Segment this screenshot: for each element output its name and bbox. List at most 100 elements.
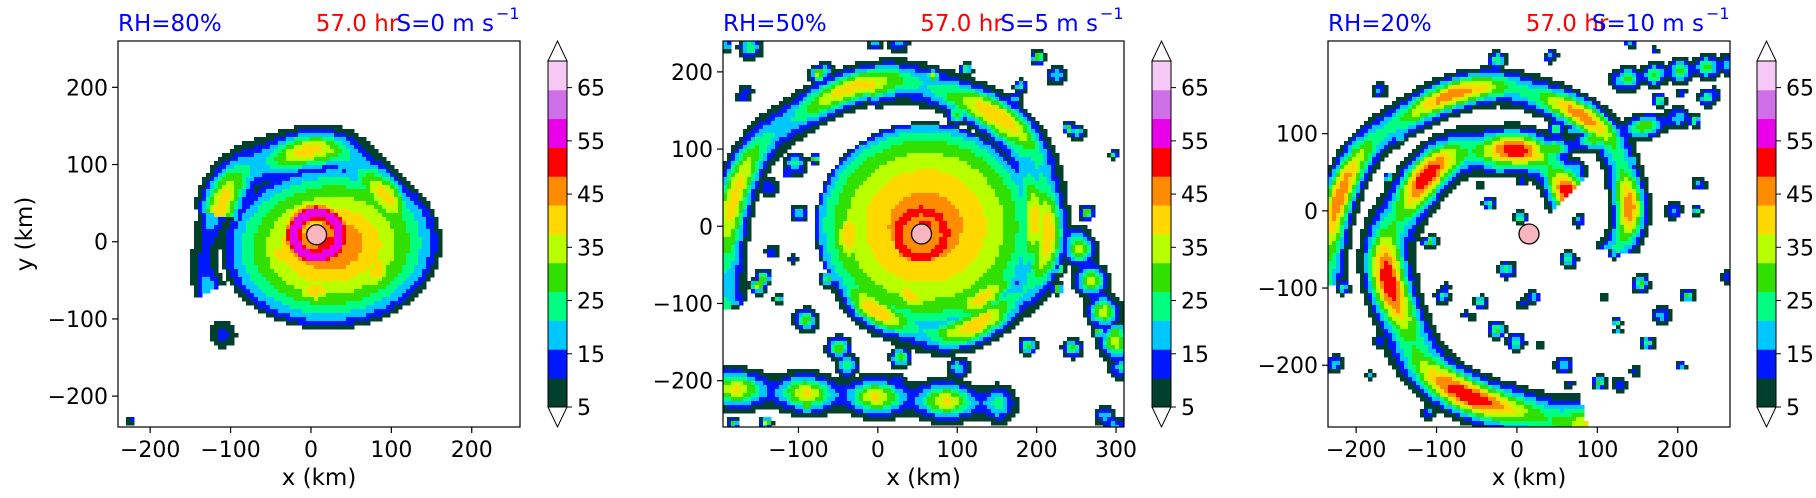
x-tick-label: −200 bbox=[120, 438, 180, 463]
colorbar-tick-label: 45 bbox=[1181, 183, 1209, 208]
x-tick-label: 0 bbox=[1510, 438, 1524, 463]
y-tick-label: 100 bbox=[1276, 123, 1318, 148]
colorbar-segment bbox=[548, 205, 567, 235]
colorbar-segment bbox=[1152, 205, 1171, 235]
x-tick-label: 0 bbox=[304, 438, 318, 463]
colorbar-tick-label: 35 bbox=[1181, 236, 1209, 261]
axes-frame bbox=[722, 40, 1125, 428]
x-tick-label: 100 bbox=[936, 438, 978, 463]
colorbar-segment bbox=[548, 262, 567, 293]
axes-frame bbox=[1327, 40, 1731, 428]
colorbar-tick-label: 5 bbox=[577, 396, 591, 421]
colorbar-tick-label: 55 bbox=[1786, 130, 1814, 155]
y-tick-label: −200 bbox=[48, 385, 108, 410]
title-right-superscript: −1 bbox=[1100, 4, 1124, 23]
colorbar-segment bbox=[1152, 147, 1171, 177]
colorbar-tick-label: 15 bbox=[1181, 343, 1209, 368]
x-axis-label: x (km) bbox=[282, 465, 357, 491]
colorbar-segment bbox=[1757, 89, 1776, 120]
colorbar-extend-top bbox=[547, 39, 568, 62]
y-tick-label: 0 bbox=[94, 231, 108, 256]
y-tick-label: −100 bbox=[653, 292, 713, 317]
colorbar-frame bbox=[1756, 60, 1777, 408]
colorbar-segment bbox=[1757, 320, 1776, 350]
colorbar-segment bbox=[1152, 291, 1171, 321]
colorbar-segment bbox=[1757, 291, 1776, 321]
y-tick-label: 0 bbox=[699, 215, 713, 240]
colorbar-tick-label: 65 bbox=[1181, 77, 1209, 102]
colorbar-segment bbox=[1152, 349, 1171, 379]
colorbar: 5 15 25 35 45 55 65 bbox=[1151, 39, 1209, 429]
colorbar-segment bbox=[1152, 118, 1171, 148]
colorbar-tick-label: 25 bbox=[1786, 290, 1814, 315]
title-right: S=10 m s bbox=[1592, 11, 1704, 37]
x-tick-label: 100 bbox=[370, 438, 412, 463]
colorbar-tick-label: 65 bbox=[1786, 77, 1814, 102]
colorbar-tick-label: 35 bbox=[1786, 236, 1814, 261]
colorbar-segment bbox=[1152, 176, 1171, 206]
y-axis-label: y (km) bbox=[12, 197, 38, 272]
storm-center-marker bbox=[1518, 223, 1540, 245]
title-left: RH=20% bbox=[1328, 11, 1432, 37]
colorbar-segment bbox=[1757, 205, 1776, 235]
colorbar-tick-label: 35 bbox=[577, 236, 605, 261]
y-tick-label: 200 bbox=[66, 76, 108, 101]
title-left: RH=50% bbox=[723, 11, 827, 37]
colorbar-segment bbox=[1152, 61, 1171, 91]
colorbar-tick-label: 25 bbox=[577, 290, 605, 315]
colorbar-segment bbox=[1152, 262, 1171, 293]
y-tick-label: −200 bbox=[653, 370, 713, 395]
storm-center-marker bbox=[910, 223, 933, 245]
contour-field bbox=[126, 125, 443, 426]
title-center: 57.0 hr bbox=[316, 11, 399, 37]
colorbar-segment bbox=[548, 61, 567, 91]
x-tick-label: 200 bbox=[1657, 438, 1699, 463]
colorbar-segment bbox=[548, 349, 567, 379]
colorbar-segment bbox=[548, 291, 567, 321]
title-left: RH=80% bbox=[118, 11, 222, 37]
colorbar-segment bbox=[1757, 262, 1776, 293]
panel-2: −100 0 100 200 300 −200 −100 0 100 200 x (km) RH=50… bbox=[653, 4, 1209, 491]
x-tick-label: 300 bbox=[1095, 438, 1137, 463]
colorbar-segment bbox=[548, 89, 567, 120]
panel-3: −200 −100 0 100 200 −200 −100 0 100 x (km) RH=20% 5… bbox=[1258, 4, 1814, 491]
colorbar-extend-top bbox=[1151, 39, 1172, 62]
colorbar: 5 15 25 35 45 55 65 bbox=[547, 39, 605, 429]
colorbar-tick-label: 55 bbox=[1181, 130, 1209, 155]
colorbar: 5 15 25 35 45 55 65 bbox=[1756, 39, 1814, 429]
contour-field bbox=[723, 41, 1124, 427]
colorbar-segment bbox=[1152, 234, 1171, 264]
colorbar-tick-label: 25 bbox=[1181, 290, 1209, 315]
y-tick-label: 200 bbox=[671, 61, 713, 86]
colorbar-segment bbox=[1757, 61, 1776, 91]
title-right-superscript: −1 bbox=[1706, 4, 1730, 23]
colorbar-segment bbox=[1757, 349, 1776, 379]
y-tick-label: −100 bbox=[48, 308, 108, 333]
title-right-superscript: −1 bbox=[496, 4, 520, 23]
title-right: S=5 m s bbox=[1000, 11, 1098, 37]
x-axis-label: x (km) bbox=[886, 465, 961, 491]
colorbar-segment bbox=[548, 234, 567, 264]
colorbar-segment bbox=[1757, 176, 1776, 206]
colorbar-extend-bottom bbox=[1756, 406, 1777, 429]
colorbar-segment bbox=[1152, 89, 1171, 120]
title-center: 57.0 hr bbox=[920, 11, 1003, 37]
x-tick-label: 0 bbox=[871, 438, 885, 463]
title-center: 57.0 hr bbox=[1526, 11, 1609, 37]
colorbar-frame bbox=[1151, 60, 1172, 408]
colorbar-segment bbox=[1152, 378, 1171, 408]
y-tick-label: −200 bbox=[1258, 354, 1318, 379]
colorbar-segment bbox=[548, 378, 567, 408]
colorbar-tick-label: 15 bbox=[577, 343, 605, 368]
y-tick-label: 100 bbox=[66, 154, 108, 179]
colorbar-frame bbox=[547, 60, 568, 408]
colorbar-segment bbox=[1757, 147, 1776, 177]
colorbar-extend-top bbox=[1756, 39, 1777, 62]
colorbar-tick-label: 55 bbox=[577, 130, 605, 155]
colorbar-extend-bottom bbox=[547, 406, 568, 429]
colorbar-segment bbox=[1152, 320, 1171, 350]
colorbar-segment bbox=[548, 320, 567, 350]
storm-center-marker bbox=[305, 224, 328, 246]
x-axis-label: x (km) bbox=[1492, 465, 1567, 491]
